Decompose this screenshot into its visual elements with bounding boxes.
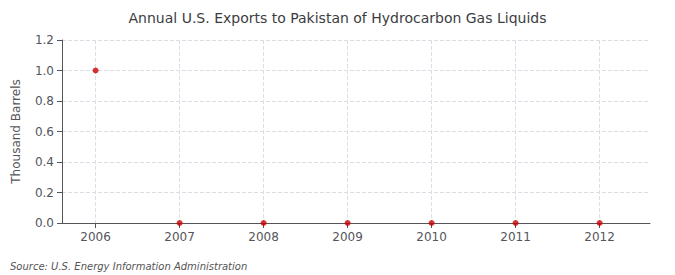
svg-text:Source: U.S. Energy Informatio: Source: U.S. Energy Information Administ… <box>10 261 247 272</box>
svg-text:2007: 2007 <box>164 230 195 244</box>
svg-text:2012: 2012 <box>584 230 615 244</box>
svg-text:0.2: 0.2 <box>35 186 54 200</box>
svg-text:0.0: 0.0 <box>35 216 54 230</box>
svg-text:Thousand Barrels: Thousand Barrels <box>9 79 23 184</box>
svg-text:2009: 2009 <box>332 230 363 244</box>
svg-text:2010: 2010 <box>416 230 447 244</box>
svg-text:2006: 2006 <box>80 230 111 244</box>
svg-text:Annual U.S. Exports to Pakista: Annual U.S. Exports to Pakistan of Hydro… <box>129 10 547 26</box>
svg-text:0.6: 0.6 <box>35 125 54 139</box>
svg-text:0.8: 0.8 <box>35 94 54 108</box>
svg-text:2008: 2008 <box>248 230 279 244</box>
svg-text:1.0: 1.0 <box>35 64 54 78</box>
svg-text:2011: 2011 <box>500 230 531 244</box>
svg-text:1.2: 1.2 <box>35 33 54 47</box>
svg-text:0.4: 0.4 <box>35 155 54 169</box>
